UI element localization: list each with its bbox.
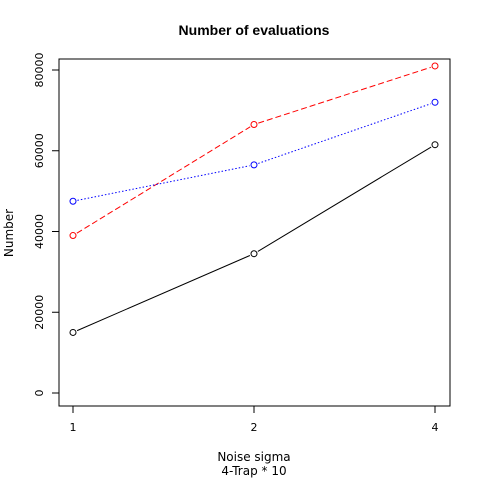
x-tick-label: 2	[251, 421, 258, 434]
x-tick-label: 4	[432, 421, 439, 434]
series-1	[69, 141, 439, 336]
y-axis: 0 20000 40000 60000 80000	[33, 53, 60, 397]
x-axis-label: Noise sigma	[217, 450, 290, 464]
data-point	[431, 98, 439, 106]
series-line-segment	[257, 146, 432, 252]
chart-subtitle: 4-Trap * 10	[221, 464, 286, 478]
chart-title: Number of evaluations	[179, 22, 330, 38]
data-point	[69, 232, 77, 240]
data-point	[431, 62, 439, 70]
data-point	[250, 121, 258, 129]
series-line-segment	[258, 103, 431, 164]
data-point	[69, 197, 77, 205]
data-point	[250, 250, 258, 258]
y-tick-label: 20000	[33, 295, 46, 330]
y-tick-label: 80000	[33, 53, 46, 88]
y-axis-label: Number	[2, 209, 16, 257]
series-layer	[69, 62, 439, 336]
data-point	[69, 328, 77, 336]
x-tick-label: 1	[70, 421, 77, 434]
series-3	[69, 98, 439, 205]
data-point	[431, 141, 439, 149]
series-line-segment	[258, 66, 431, 124]
series-line-segment	[76, 255, 251, 332]
series-line-segment	[76, 126, 251, 234]
plot-frame	[58, 58, 451, 407]
x-axis: 1 2 4	[70, 405, 439, 434]
y-tick-label: 60000	[33, 133, 46, 168]
y-tick-label: 0	[33, 390, 46, 397]
y-tick-label: 40000	[33, 214, 46, 249]
series-2	[69, 62, 439, 240]
series-line-segment	[77, 165, 250, 201]
data-point	[250, 161, 258, 169]
